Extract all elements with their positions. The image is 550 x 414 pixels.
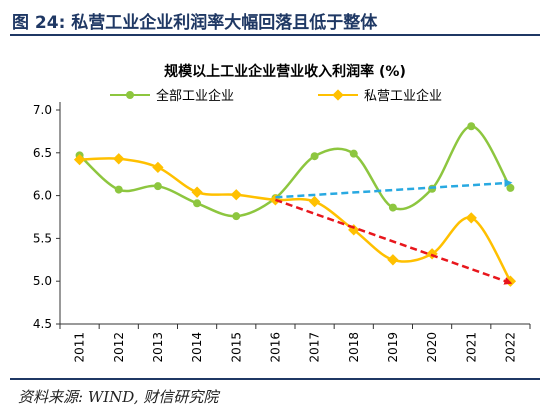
line-chart: 规模以上工业企业营业收入利润率 (%) 全部工业企业 私营工业企业 4.5 5.0… [33, 63, 531, 363]
figure-footer: 资料来源: WIND, 财信研究院 [10, 378, 540, 410]
y-tick-label: 7.0 [33, 103, 52, 117]
data-point [193, 199, 202, 208]
annotation-layer [275, 179, 513, 285]
data-point [153, 182, 162, 191]
legend: 全部工业企业 私营工业企业 [110, 88, 442, 104]
legend-label-all: 全部工业企业 [156, 88, 234, 104]
data-point [113, 153, 125, 165]
legend-marker-private [332, 89, 344, 101]
x-tick-label: 2011 [73, 332, 87, 363]
trend-arrow-red [275, 198, 513, 285]
series-layer [73, 122, 517, 287]
legend-item-private: 私营工业企业 [318, 88, 442, 104]
x-tick-label: 2022 [503, 332, 517, 363]
legend-label-private: 私营工业企业 [364, 88, 442, 104]
x-tick-label: 2015 [229, 332, 243, 363]
chart-area: 规模以上工业企业营业收入利润率 (%) 全部工业企业 私营工业企业 4.5 5.0… [0, 40, 550, 374]
x-tick-label: 2017 [308, 332, 322, 363]
x-tick-label: 2013 [151, 332, 165, 363]
x-tick-label: 2016 [268, 332, 282, 363]
legend-item-all: 全部工业企业 [110, 88, 234, 104]
data-point [73, 153, 86, 166]
figure-title: 图 24: 私营工业企业利润率大幅回落且低于整体 [12, 13, 378, 33]
legend-marker-all [126, 91, 134, 99]
source-note: 资料来源: WIND, 财信研究院 [18, 388, 219, 406]
data-point [349, 149, 358, 158]
chart-title: 规模以上工业企业营业收入利润率 (%) [164, 63, 406, 80]
data-point [114, 185, 123, 194]
axes: 4.5 5.0 5.5 6.0 6.5 7.0 2011 2012 2013 2014 2015 20… [33, 102, 531, 363]
x-tick-label: 2019 [386, 332, 400, 363]
x-tick-label: 2020 [425, 332, 439, 363]
x-tick-label: 2021 [464, 332, 478, 363]
data-point [310, 152, 319, 161]
data-point [465, 212, 477, 224]
y-tick-label: 4.5 [33, 317, 52, 331]
data-point [467, 122, 476, 131]
data-point [230, 189, 242, 201]
data-point [152, 161, 164, 174]
data-point [388, 203, 397, 212]
data-point [191, 186, 203, 198]
series-private [73, 153, 517, 287]
figure-header: 图 24: 私营工业企业利润率大幅回落且低于整体 [10, 6, 540, 36]
data-point [232, 212, 241, 221]
data-point [308, 195, 321, 208]
y-tick-label: 5.5 [33, 231, 52, 245]
y-tick-label: 5.0 [33, 274, 52, 288]
series-line [78, 125, 512, 218]
data-point [387, 254, 399, 266]
x-tick-label: 2018 [347, 332, 361, 363]
trend-arrow-blue [275, 179, 513, 199]
x-tick-label: 2012 [112, 332, 126, 363]
y-tick-label: 6.5 [33, 146, 52, 160]
series-all [75, 122, 515, 221]
x-tick-label: 2014 [190, 332, 204, 363]
data-point [506, 183, 515, 192]
y-tick-label: 6.0 [33, 189, 52, 203]
